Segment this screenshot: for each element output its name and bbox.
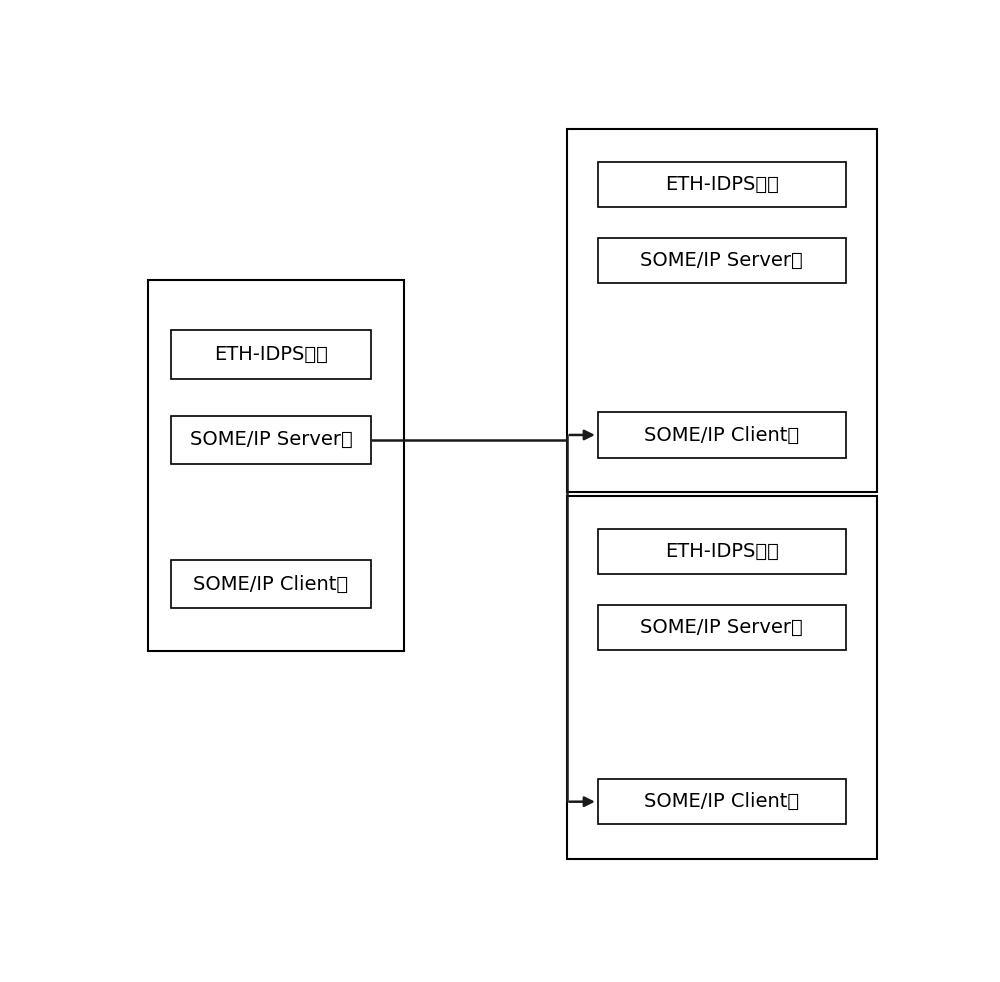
- Bar: [567, 496, 877, 859]
- Bar: [598, 528, 846, 573]
- Bar: [598, 238, 846, 284]
- Bar: [598, 412, 846, 458]
- Text: ETH-IDPS组件: ETH-IDPS组件: [665, 542, 779, 561]
- Bar: [171, 415, 371, 464]
- Text: SOME/IP Client端: SOME/IP Client端: [644, 792, 799, 811]
- Bar: [598, 605, 846, 650]
- Text: ETH-IDPS组件: ETH-IDPS组件: [665, 175, 779, 194]
- Text: SOME/IP Server端: SOME/IP Server端: [190, 430, 352, 449]
- Bar: [171, 330, 371, 379]
- Bar: [567, 130, 877, 492]
- Bar: [148, 281, 404, 651]
- Text: SOME/IP Server端: SOME/IP Server端: [640, 618, 803, 637]
- Text: SOME/IP Client端: SOME/IP Client端: [644, 425, 799, 445]
- Text: SOME/IP Server端: SOME/IP Server端: [640, 251, 803, 270]
- Bar: [598, 779, 846, 824]
- Text: SOME/IP Client端: SOME/IP Client端: [193, 574, 349, 594]
- Bar: [171, 560, 371, 608]
- Text: ETH-IDPS组件: ETH-IDPS组件: [214, 345, 328, 364]
- Bar: [598, 162, 846, 207]
